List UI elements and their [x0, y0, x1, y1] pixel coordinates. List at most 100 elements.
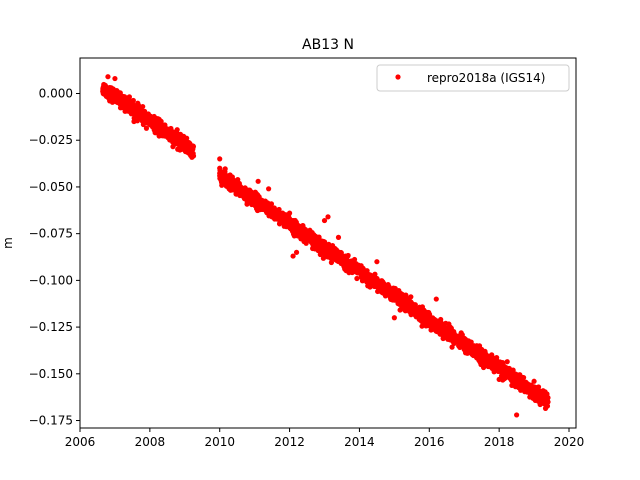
y-tick-label: 0.000: [39, 87, 73, 101]
y-tick-label: −0.100: [29, 273, 73, 287]
data-point: [300, 225, 307, 231]
data-point: [504, 359, 510, 365]
data-point: [391, 315, 397, 321]
data-point: [479, 346, 485, 353]
data-point: [238, 188, 244, 194]
data-point: [178, 137, 184, 143]
data-point: [521, 374, 527, 381]
data-point: [541, 395, 548, 401]
data-point: [531, 384, 537, 390]
data-point: [374, 259, 380, 265]
data-point: [129, 102, 135, 108]
y-tick-label: −0.050: [29, 180, 73, 194]
data-point: [259, 199, 265, 205]
data-point: [235, 176, 241, 183]
data-point: [514, 412, 520, 418]
legend-box: [376, 64, 570, 92]
data-point: [321, 240, 328, 246]
data-point: [384, 285, 390, 291]
data-point: [328, 259, 335, 266]
data-point: [266, 186, 272, 192]
data-point: [276, 206, 282, 213]
data-point: [433, 296, 439, 302]
data-point: [496, 376, 502, 383]
legend-label: repro2018a (IGS14): [427, 71, 545, 85]
data-point: [185, 143, 191, 149]
data-point: [190, 153, 197, 159]
data-point: [353, 260, 359, 267]
data-point: [217, 165, 223, 171]
x-tick-label: 2008: [135, 435, 166, 449]
data-point: [412, 302, 418, 308]
data-point: [143, 125, 150, 131]
legend-marker: [395, 74, 401, 80]
data-point: [489, 354, 495, 360]
data-point: [126, 94, 132, 100]
data-point: [531, 378, 537, 384]
x-axis: 2006 2008 2010 2012 2014 2016 2018 2020: [65, 428, 585, 449]
y-axis-label: m: [1, 237, 15, 249]
data-point: [217, 173, 223, 179]
data-point: [510, 382, 516, 388]
data-point: [500, 360, 506, 366]
data-point: [108, 89, 115, 95]
x-tick-label: 2006: [65, 435, 96, 449]
x-tick-label: 2016: [414, 435, 445, 449]
data-point: [395, 292, 401, 298]
data-point: [143, 111, 149, 117]
data-point: [286, 210, 293, 216]
data-point: [164, 126, 170, 132]
data-point: [101, 83, 108, 89]
data-point: [437, 318, 443, 325]
data-point: [458, 331, 464, 338]
data-point: [416, 307, 422, 313]
data-point: [255, 178, 261, 184]
legend: repro2018a (IGS14): [376, 64, 570, 92]
y-tick-label: −0.175: [29, 414, 73, 428]
data-point: [325, 214, 331, 220]
data-point: [222, 166, 228, 172]
data-point: [174, 127, 180, 133]
data-point: [321, 217, 328, 224]
y-tick-label: −0.150: [29, 367, 73, 381]
data-point: [189, 148, 195, 155]
data-point: [332, 246, 338, 252]
data-point: [217, 156, 223, 162]
data-point: [150, 117, 156, 123]
data-point: [122, 96, 129, 102]
data-point: [405, 300, 411, 306]
data-point: [374, 275, 380, 282]
data-point: [426, 313, 432, 319]
data-point: [290, 253, 296, 259]
data-point: [544, 403, 551, 409]
x-tick-label: 2012: [274, 435, 305, 449]
data-point: [115, 94, 122, 100]
x-tick-label: 2020: [554, 435, 585, 449]
chart-title: AB13 N: [302, 37, 354, 53]
data-point: [545, 399, 551, 405]
data-point: [482, 356, 488, 362]
data-point: [157, 120, 163, 126]
data-point: [293, 249, 300, 255]
data-point: [112, 75, 118, 82]
y-tick-label: −0.125: [29, 320, 73, 334]
x-tick-label: 2014: [344, 435, 375, 449]
data-point: [408, 294, 414, 300]
data-point: [171, 132, 177, 138]
data-point: [461, 346, 467, 353]
data-point: [311, 232, 317, 239]
data-point: [351, 256, 358, 263]
data-point: [342, 253, 349, 259]
data-point: [130, 97, 136, 104]
y-tick-label: −0.025: [29, 133, 73, 147]
y-tick-label: −0.075: [29, 227, 73, 241]
x-tick-label: 2010: [204, 435, 235, 449]
x-tick-label: 2018: [484, 435, 515, 449]
data-point: [248, 193, 254, 199]
data-point: [354, 275, 360, 282]
data-points: [100, 74, 551, 418]
data-point: [372, 271, 378, 277]
data-point: [105, 74, 111, 80]
data-point: [190, 143, 197, 150]
data-point: [335, 234, 342, 240]
